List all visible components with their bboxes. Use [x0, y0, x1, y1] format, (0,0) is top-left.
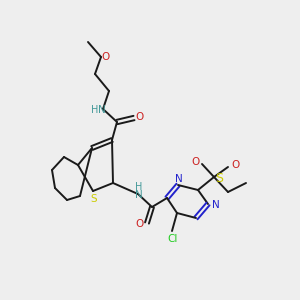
Text: H: H: [91, 105, 99, 115]
Text: N: N: [212, 200, 220, 210]
Text: S: S: [91, 194, 97, 204]
Text: N: N: [175, 174, 183, 184]
Text: N: N: [135, 190, 143, 200]
Text: O: O: [101, 52, 109, 62]
Text: O: O: [136, 219, 144, 229]
Text: O: O: [231, 160, 239, 170]
Text: O: O: [136, 112, 144, 122]
Text: S: S: [215, 172, 223, 184]
Text: O: O: [191, 157, 199, 167]
Text: N: N: [98, 105, 106, 115]
Text: Cl: Cl: [168, 234, 178, 244]
Text: H: H: [135, 182, 143, 192]
